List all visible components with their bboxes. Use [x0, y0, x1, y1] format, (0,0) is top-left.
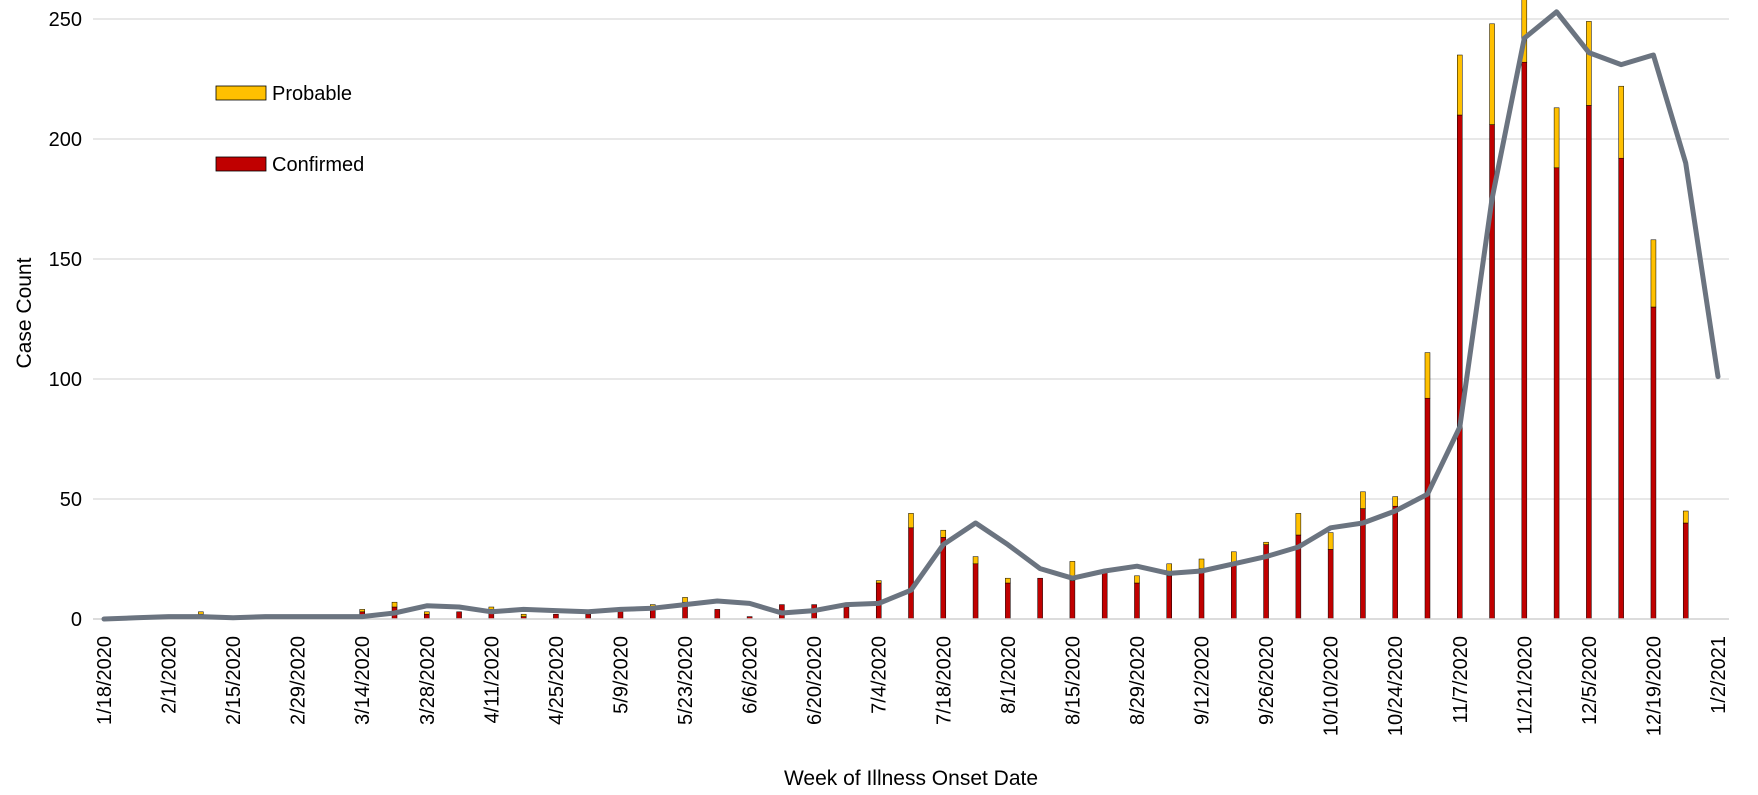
- bar-probable-44: [1521, 0, 1528, 63]
- x-tick-label-15: 8/15/2020: [1062, 636, 1084, 725]
- bar-confirmed-35: [1231, 563, 1237, 620]
- bar-probable-13: [520, 613, 527, 617]
- bar-confirmed-32: [1134, 582, 1140, 620]
- x-tick-label-1: 2/1/2020: [159, 636, 181, 714]
- bar-probable-28: [1005, 577, 1011, 584]
- bar-probable-9: [391, 601, 398, 608]
- bar-probable-46: [1586, 21, 1592, 106]
- x-tick-label-20: 10/24/2020: [1385, 636, 1407, 736]
- x-tick-label-7: 4/25/2020: [546, 636, 568, 725]
- bar-confirmed-25: [908, 527, 914, 620]
- bar-probable-25: [908, 513, 914, 529]
- x-tick-label-17: 9/12/2020: [1192, 636, 1214, 725]
- bar-probable-47: [1618, 85, 1624, 159]
- gridlines: [93, 18, 1729, 500]
- bar-confirmed-45: [1553, 167, 1560, 620]
- y-tick-label-0: 0: [71, 609, 82, 631]
- bar-probable-26: [940, 529, 947, 538]
- bar-confirmed-49: [1682, 522, 1689, 620]
- bar-confirmed-23: [843, 606, 850, 620]
- bar-probable-41: [1424, 352, 1431, 399]
- x-axis-title: Week of Illness Onset Date: [784, 767, 1038, 790]
- bar-probable-10: [424, 611, 430, 615]
- bar-confirmed-40: [1392, 505, 1398, 620]
- bar-confirmed-34: [1198, 568, 1205, 620]
- x-tick-label-16: 8/29/2020: [1127, 636, 1149, 725]
- bar-confirmed-44: [1521, 61, 1528, 620]
- bar-confirmed-41: [1424, 397, 1431, 620]
- bar-probable-39: [1360, 491, 1366, 509]
- bar-probable-43: [1489, 23, 1495, 125]
- bar-probable-40: [1392, 496, 1398, 507]
- bar-probable-34: [1198, 558, 1205, 569]
- bar-probable-24: [875, 580, 882, 584]
- x-tick-label-22: 11/21/2020: [1514, 636, 1536, 735]
- trend-line-group: [101, 9, 1721, 622]
- x-tick-label-19: 10/10/2020: [1321, 636, 1343, 736]
- bar-probable-48: [1650, 239, 1657, 308]
- bar-confirmed-33: [1166, 575, 1172, 620]
- y-tick-label-100: 100: [49, 369, 82, 391]
- bar-confirmed-42: [1457, 114, 1463, 620]
- x-tick-label-0: 1/18/2020: [94, 636, 116, 725]
- x-tick-label-5: 3/28/2020: [417, 636, 439, 725]
- x-tick-label-18: 9/26/2020: [1256, 636, 1278, 725]
- bar-probable-45: [1553, 107, 1560, 169]
- x-tick-label-3: 2/29/2020: [288, 636, 310, 725]
- x-tick-label-2: 2/15/2020: [223, 636, 245, 725]
- x-tick-label-9: 5/23/2020: [675, 636, 697, 725]
- x-tick-label-23: 12/5/2020: [1579, 636, 1601, 725]
- bar-confirmed-38: [1327, 549, 1334, 620]
- bar-probable-42: [1457, 54, 1463, 116]
- bar-probable-38: [1327, 532, 1334, 550]
- bar-probable-3: [198, 611, 204, 615]
- x-tick-label-14: 8/1/2020: [998, 636, 1020, 714]
- y-axis-title: Case Count: [13, 257, 36, 368]
- x-tick-label-13: 7/18/2020: [933, 636, 955, 725]
- bar-confirmed-19: [714, 609, 721, 620]
- legend-label-confirmed: Confirmed: [272, 154, 364, 176]
- x-tick-label-4: 3/14/2020: [352, 636, 374, 725]
- bar-confirmed-46: [1586, 105, 1592, 620]
- x-axis-ticks: 1/18/2020 2/1/2020 2/15/2020 2/29/2020 3/14/…: [94, 636, 1730, 736]
- y-axis-ticks: 0 50 100 150 200 250: [49, 9, 82, 631]
- bar-probable-27: [972, 556, 979, 565]
- x-tick-label-6: 4/11/2020: [481, 636, 503, 724]
- legend: Probable Confirmed: [215, 83, 364, 176]
- bar-confirmed-47: [1618, 157, 1624, 620]
- bars: [198, 0, 1689, 620]
- x-tick-label-8: 5/9/2020: [611, 636, 633, 714]
- x-tick-label-10: 6/6/2020: [740, 636, 762, 714]
- bar-probable-37: [1295, 513, 1302, 536]
- bar-probable-49: [1682, 510, 1689, 524]
- bar-probable-32: [1134, 575, 1140, 584]
- y-tick-label-200: 200: [49, 129, 82, 151]
- y-tick-label-50: 50: [60, 489, 82, 511]
- x-tick-label-25: 1/2/2021: [1708, 636, 1730, 714]
- bar-confirmed-31: [1101, 570, 1108, 620]
- bar-probable-36: [1263, 541, 1269, 545]
- legend-label-probable: Probable: [272, 83, 352, 105]
- x-tick-label-21: 11/7/2020: [1450, 636, 1472, 724]
- bar-confirmed-27: [972, 563, 979, 620]
- bar-confirmed-48: [1650, 306, 1657, 620]
- bar-confirmed-29: [1037, 577, 1043, 620]
- x-tick-label-24: 12/19/2020: [1643, 636, 1665, 736]
- legend-swatch-probable: [215, 85, 267, 101]
- x-tick-label-12: 7/4/2020: [869, 636, 891, 714]
- y-tick-label-250: 250: [49, 9, 82, 31]
- bar-confirmed-28: [1005, 582, 1011, 620]
- y-tick-label-150: 150: [49, 249, 82, 271]
- bar-confirmed-30: [1069, 580, 1076, 620]
- bar-probable-8: [359, 609, 365, 613]
- trend-line: [101, 9, 1721, 622]
- legend-swatch-confirmed: [215, 156, 267, 172]
- bar-confirmed-11: [456, 611, 462, 620]
- bar-probable-18: [682, 597, 688, 603]
- x-tick-label-11: 6/20/2020: [804, 636, 826, 725]
